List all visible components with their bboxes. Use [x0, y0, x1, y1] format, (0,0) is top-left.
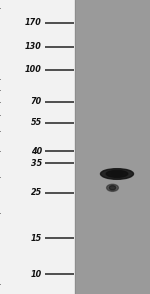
- Text: 100: 100: [25, 66, 42, 74]
- Ellipse shape: [111, 172, 123, 176]
- Text: 10: 10: [31, 270, 42, 279]
- Text: 55: 55: [31, 118, 42, 128]
- Ellipse shape: [107, 184, 118, 191]
- Text: 15: 15: [31, 234, 42, 243]
- Ellipse shape: [106, 171, 128, 177]
- Text: 130: 130: [25, 42, 42, 51]
- Text: 170: 170: [25, 18, 42, 27]
- Ellipse shape: [109, 186, 116, 190]
- Text: 40: 40: [31, 147, 42, 156]
- Ellipse shape: [100, 169, 134, 179]
- Text: 25: 25: [31, 188, 42, 198]
- Bar: [75, 0, 150, 294]
- Text: 35: 35: [31, 158, 42, 168]
- Text: 70: 70: [31, 97, 42, 106]
